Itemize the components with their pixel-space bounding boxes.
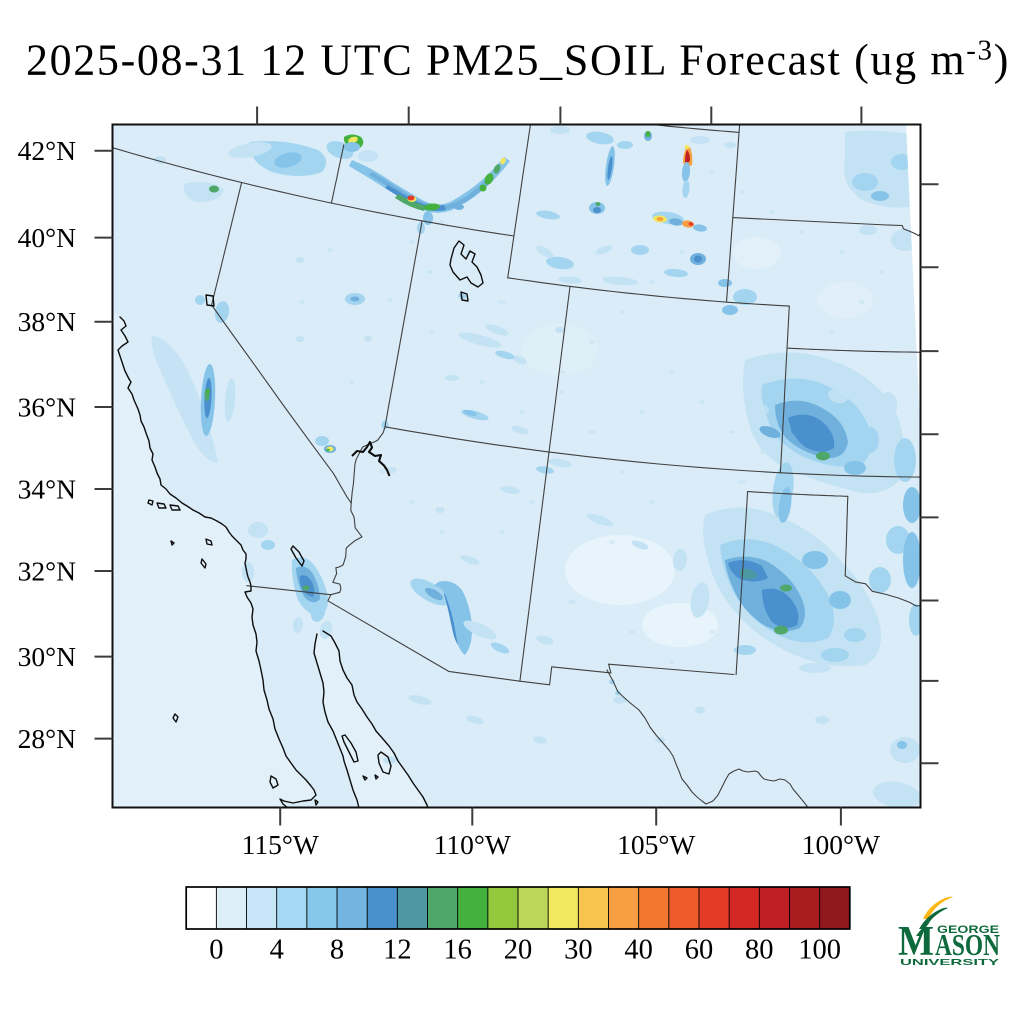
svg-text:GEORGE: GEORGE — [937, 924, 999, 936]
svg-text:100: 100 — [798, 935, 841, 966]
svg-text:36°N: 36°N — [18, 391, 76, 422]
svg-text:115°W: 115°W — [242, 829, 319, 860]
svg-text:32°N: 32°N — [18, 555, 76, 586]
svg-text:0: 0 — [209, 935, 223, 966]
svg-text:UNIVERSITY: UNIVERSITY — [900, 957, 1000, 967]
svg-text:4: 4 — [270, 935, 284, 966]
svg-text:30°N: 30°N — [18, 641, 76, 672]
svg-text:60: 60 — [685, 935, 714, 966]
svg-text:105°W: 105°W — [617, 829, 695, 860]
svg-text:80: 80 — [745, 935, 774, 966]
svg-text:40°N: 40°N — [18, 222, 76, 253]
svg-text:110°W: 110°W — [434, 829, 511, 860]
svg-text:16: 16 — [443, 935, 472, 966]
svg-text:40: 40 — [624, 935, 653, 966]
svg-text:M: M — [898, 919, 934, 965]
svg-text:28°N: 28°N — [18, 723, 76, 754]
svg-text:38°N: 38°N — [18, 306, 76, 337]
svg-text:34°N: 34°N — [18, 473, 76, 504]
svg-text:12: 12 — [383, 935, 412, 966]
svg-text:30: 30 — [564, 935, 593, 966]
svg-text:100°W: 100°W — [802, 829, 880, 860]
svg-text:42°N: 42°N — [18, 135, 76, 166]
svg-text:ASON: ASON — [935, 927, 1000, 962]
svg-text:8: 8 — [330, 935, 344, 966]
svg-text:20: 20 — [504, 935, 533, 966]
svg-text:2025-08-31 12 UTC PM25_SOIL Fo: 2025-08-31 12 UTC PM25_SOIL Forecast (ug… — [26, 35, 1010, 85]
